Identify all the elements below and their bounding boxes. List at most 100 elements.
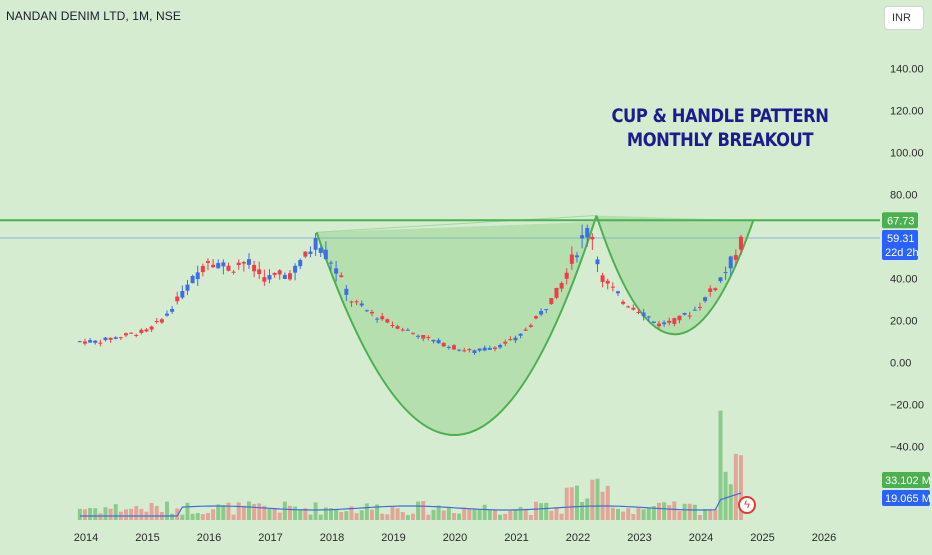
candle-body — [149, 326, 154, 330]
volume-bar — [400, 511, 405, 520]
candle-body — [539, 311, 544, 315]
volume-bar — [477, 509, 482, 520]
volume-bar — [492, 510, 497, 520]
volume-bar — [738, 455, 743, 520]
volume-bar — [682, 503, 687, 520]
volume-bar — [672, 501, 677, 520]
candle-body — [272, 272, 277, 275]
y-tick-label: 100.00 — [890, 148, 924, 160]
annotation-line-2: MONTHLY BREAKOUT — [626, 129, 814, 151]
volume-bar — [472, 508, 477, 520]
volume-bar — [103, 507, 108, 520]
volume-bar — [369, 509, 374, 520]
volume-bar — [185, 502, 190, 520]
volume-bar — [687, 503, 692, 520]
volume-bar — [554, 507, 559, 520]
candle-body — [231, 271, 236, 273]
candle-body — [457, 349, 462, 351]
volume-bar — [723, 471, 728, 520]
volume-bar — [93, 508, 98, 520]
candle-body — [446, 346, 451, 348]
resistance-price-label: 67.73 — [887, 215, 915, 227]
annotation-line-1: CUP & HANDLE PATTERN — [611, 105, 829, 127]
candle-body — [390, 324, 395, 326]
resistance-price-tag — [882, 212, 918, 229]
candle-body — [677, 315, 682, 321]
candle-body — [569, 254, 574, 264]
currency-button[interactable]: INR — [884, 6, 924, 30]
candle-body — [559, 283, 564, 289]
volume-bar — [559, 513, 564, 520]
volume-bar — [421, 501, 426, 520]
volume-bar — [272, 508, 277, 520]
candle-body — [672, 318, 677, 324]
volume-bar — [426, 514, 431, 520]
bar-countdown-label: 22d 2h — [885, 247, 919, 259]
candle-body — [267, 275, 272, 280]
volume-bar — [180, 514, 185, 520]
candle-body — [574, 255, 579, 258]
candle-body — [580, 235, 585, 239]
candle-body — [682, 313, 687, 315]
candle-body — [549, 298, 554, 304]
volume-bar — [303, 508, 308, 520]
candle-body — [487, 348, 492, 350]
volume-bar — [590, 479, 595, 520]
candle-body — [298, 260, 303, 267]
volume-bar — [405, 514, 410, 520]
candle-body — [200, 265, 205, 273]
volume-bar — [318, 514, 323, 520]
volume-bar — [569, 487, 574, 520]
volume-bar — [221, 504, 226, 520]
candle-body — [334, 268, 339, 274]
volume-bar — [113, 504, 118, 520]
volume-bar — [621, 511, 626, 520]
volume-bar — [595, 478, 600, 520]
candle-body — [257, 269, 262, 275]
candle-body — [185, 284, 190, 291]
volume-bar — [457, 513, 462, 520]
volume-bar — [564, 487, 569, 520]
candle-body — [426, 336, 431, 338]
candle-body — [313, 238, 318, 250]
volume-bar — [287, 505, 292, 520]
candle-body — [554, 287, 559, 298]
flash-alert-icon[interactable]: ϟ — [738, 496, 756, 514]
volume-bar — [549, 510, 554, 520]
candle-body — [77, 341, 82, 343]
volume-bar — [154, 506, 159, 520]
candle-body — [303, 251, 308, 257]
volume-bar — [482, 504, 487, 520]
volume-bar — [518, 506, 523, 520]
candle-body — [98, 342, 103, 344]
x-tick-label: 2024 — [689, 532, 713, 544]
volume-bar — [416, 501, 421, 520]
volume-bar — [375, 504, 380, 520]
candle-body — [144, 329, 149, 332]
x-tick-label: 2016 — [197, 532, 221, 544]
volume-ma-tag — [882, 490, 930, 506]
volume-bar — [446, 507, 451, 520]
candle-body — [211, 264, 216, 268]
candle-body — [605, 280, 610, 284]
candle-body — [421, 334, 426, 339]
pattern-annotation: CUP & HANDLE PATTERN MONTHLY BREAKOUT — [585, 104, 855, 152]
volume-bar — [129, 508, 134, 520]
candle-body — [139, 329, 144, 333]
volume-bar — [205, 513, 210, 520]
volume-bar — [257, 503, 262, 520]
volume-bar — [236, 502, 241, 520]
candle-body — [205, 261, 210, 263]
candle-body — [544, 309, 549, 311]
volume-bar — [662, 502, 667, 520]
volume-bar — [252, 503, 257, 520]
x-tick-label: 2018 — [320, 532, 344, 544]
volume-bar — [533, 501, 538, 520]
volume-bar — [539, 503, 544, 520]
candle-body — [190, 275, 195, 284]
volume-bar — [359, 510, 364, 520]
candle-body — [636, 312, 641, 314]
candle-body — [195, 272, 200, 280]
